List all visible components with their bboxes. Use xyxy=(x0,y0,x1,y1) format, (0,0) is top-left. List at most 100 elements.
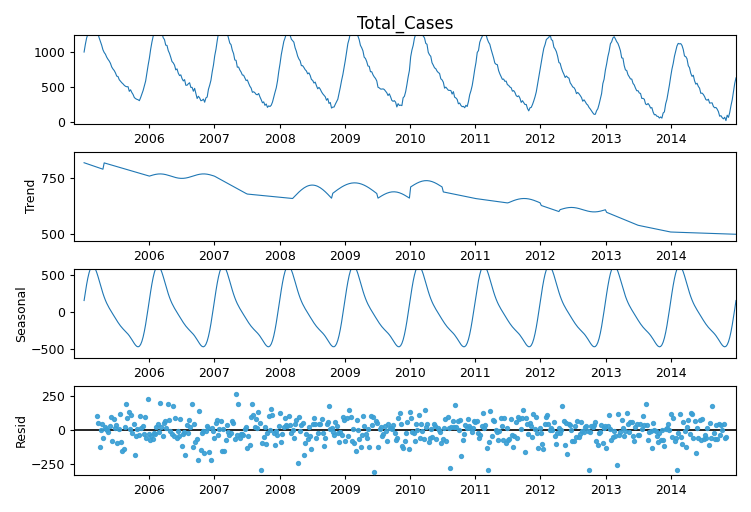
Point xyxy=(273,422,285,430)
Point xyxy=(110,421,122,430)
Point xyxy=(651,432,663,440)
Point xyxy=(448,423,460,432)
Point xyxy=(275,438,287,446)
Point xyxy=(360,430,372,438)
Point xyxy=(300,430,312,438)
Point xyxy=(159,417,171,425)
Point xyxy=(375,423,387,431)
Point xyxy=(579,423,591,432)
Point xyxy=(259,423,271,431)
Point xyxy=(327,428,339,436)
Point xyxy=(661,424,673,432)
Point xyxy=(149,430,161,438)
Point xyxy=(566,426,578,434)
Point xyxy=(569,422,581,430)
Point xyxy=(647,419,659,427)
Point xyxy=(603,411,615,419)
Point xyxy=(471,417,483,425)
Point xyxy=(641,420,653,429)
Point xyxy=(518,447,530,456)
Point xyxy=(261,429,273,437)
Point xyxy=(176,430,189,438)
Point xyxy=(163,416,175,424)
Point xyxy=(369,468,381,476)
Point xyxy=(715,421,727,429)
Point xyxy=(236,430,248,438)
Point xyxy=(195,446,207,455)
Point xyxy=(395,420,407,429)
Point xyxy=(293,413,305,421)
Point xyxy=(377,430,389,438)
Point xyxy=(361,434,373,442)
Point xyxy=(349,447,361,455)
Point xyxy=(493,426,505,435)
Point xyxy=(608,427,620,435)
Point xyxy=(217,425,229,433)
Point xyxy=(530,413,542,421)
Point xyxy=(332,429,344,437)
Point xyxy=(457,436,469,444)
Point xyxy=(249,422,261,431)
Point xyxy=(636,424,648,433)
Point xyxy=(220,436,232,444)
Point xyxy=(611,461,623,469)
Point xyxy=(713,420,725,428)
Point xyxy=(695,436,707,444)
Point xyxy=(535,429,547,437)
Point xyxy=(384,424,396,432)
Point xyxy=(550,440,562,448)
Point xyxy=(382,420,394,428)
Point xyxy=(434,428,446,436)
Point xyxy=(700,434,712,442)
Point xyxy=(707,429,719,437)
Point xyxy=(357,412,369,420)
Point xyxy=(581,427,593,435)
Point xyxy=(164,428,176,436)
Point xyxy=(222,428,234,436)
Point xyxy=(522,430,534,438)
Point xyxy=(541,411,553,419)
Point xyxy=(101,426,113,434)
Point xyxy=(379,421,391,430)
Point xyxy=(499,439,511,447)
Point xyxy=(389,429,401,437)
Point xyxy=(599,421,611,430)
Point xyxy=(247,411,259,419)
Point xyxy=(126,429,138,437)
Point xyxy=(570,433,582,441)
Point xyxy=(265,404,277,413)
Point xyxy=(618,432,630,440)
Point xyxy=(605,425,617,433)
Point xyxy=(114,410,126,418)
Point xyxy=(150,423,162,431)
Point xyxy=(356,431,368,439)
Point xyxy=(391,434,403,442)
Point xyxy=(719,434,731,442)
Point xyxy=(243,432,255,440)
Point xyxy=(230,390,242,398)
Point xyxy=(258,433,270,441)
Point xyxy=(404,408,416,416)
Point xyxy=(102,428,114,436)
Point xyxy=(652,438,664,446)
Point xyxy=(585,422,597,430)
Point xyxy=(690,449,702,457)
Point xyxy=(644,427,656,435)
Point xyxy=(168,432,180,440)
Point xyxy=(250,415,262,423)
Point xyxy=(330,422,342,431)
Point xyxy=(439,415,451,423)
Point xyxy=(235,430,247,438)
Point xyxy=(561,450,573,458)
Point xyxy=(191,435,203,443)
Point xyxy=(592,441,604,449)
Point xyxy=(680,443,692,451)
Point xyxy=(309,420,321,428)
Point xyxy=(557,417,569,425)
Point xyxy=(633,431,645,439)
Point xyxy=(665,410,677,418)
Point xyxy=(628,437,640,445)
Point xyxy=(578,428,590,436)
Point xyxy=(341,414,353,422)
Point xyxy=(400,429,412,437)
